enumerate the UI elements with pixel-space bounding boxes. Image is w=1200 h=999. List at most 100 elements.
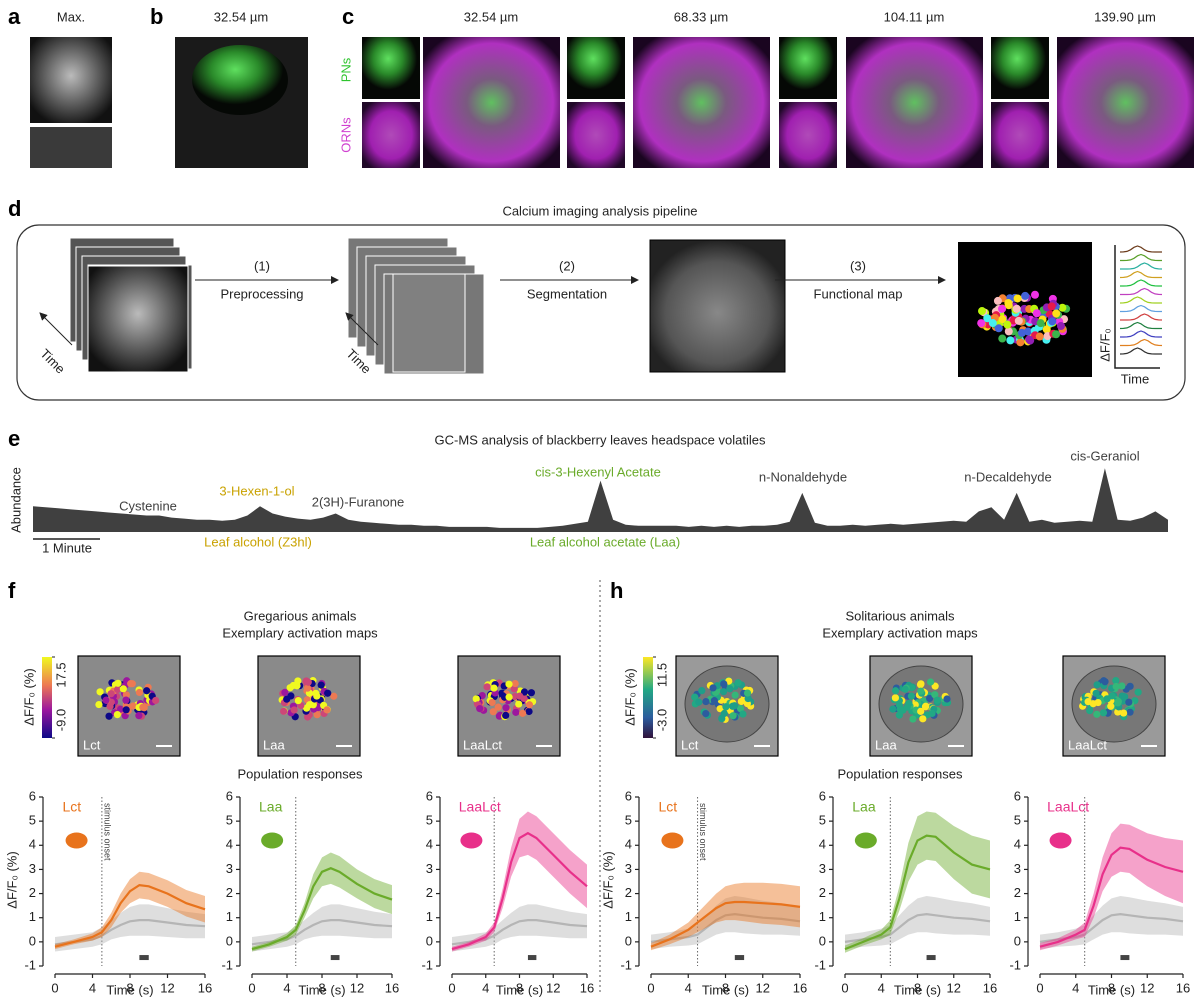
panel-label: c [342, 4, 354, 29]
cell [729, 712, 737, 720]
y-tick-label: 5 [819, 813, 826, 828]
cell [1024, 327, 1033, 336]
channel-label: ORNs [338, 117, 353, 153]
cell [1036, 319, 1045, 328]
cell [891, 694, 899, 702]
x-tick-label: 12 [350, 980, 364, 995]
map-label: Lct [83, 737, 101, 752]
cell [152, 696, 160, 705]
pipeline-box [16, 224, 1186, 401]
cell [1134, 688, 1142, 696]
cell [710, 697, 718, 705]
cell [1093, 681, 1101, 689]
cell [739, 710, 747, 718]
x-tick-label: 12 [160, 980, 174, 995]
y-tick-label: 0 [1014, 933, 1021, 948]
peak-label: 3-Hexen-1-ol [219, 483, 294, 498]
trace [1119, 321, 1163, 330]
x-tick-label: 8 [126, 980, 133, 995]
depth-label: 32.54 µm [214, 9, 268, 24]
mean-line [451, 831, 588, 951]
cell [1107, 702, 1115, 710]
mean-line [251, 919, 393, 946]
cell [702, 709, 710, 718]
y-axis-label: ΔF/F₀ (%) [600, 851, 615, 908]
cell [917, 707, 925, 715]
x-tick-label: 0 [448, 980, 455, 995]
segmentation-image [649, 239, 786, 373]
cell [722, 703, 730, 711]
cell [1035, 332, 1044, 341]
error-band [252, 852, 392, 952]
cell [734, 679, 742, 687]
mean-line [251, 867, 393, 951]
step-number: (1) [254, 258, 270, 273]
depth-label: 68.33 µm [674, 9, 728, 24]
cell [502, 711, 510, 719]
legend-label: Lct [658, 799, 677, 815]
panel-title: Exemplary activation maps [822, 625, 978, 640]
y-tick-label: 0 [226, 933, 233, 948]
cell [1014, 316, 1023, 325]
legend-label: Laa [259, 799, 283, 815]
cell [922, 702, 930, 710]
x-tick-label: 8 [914, 980, 921, 995]
scale-label: 1 Minute [42, 540, 92, 555]
x-tick-label: 4 [1072, 980, 1079, 995]
cell [895, 711, 903, 719]
panel-title: Gregarious animals [244, 608, 357, 623]
image-detail [192, 45, 288, 115]
panel-title: Solitarious animals [845, 608, 955, 623]
y-tick-label: 4 [29, 837, 36, 852]
error-band [1040, 823, 1183, 951]
cell [113, 685, 122, 694]
cell [933, 696, 942, 704]
cell [1052, 330, 1061, 339]
colorbar [42, 657, 52, 738]
colorbar-tick-label: -3.0 [654, 709, 669, 731]
trace [1119, 313, 1163, 321]
map-label: LaaLct [1068, 737, 1107, 752]
map-label: Laa [875, 737, 897, 752]
cell [303, 684, 312, 692]
cell [512, 708, 520, 716]
depth-label: 139.90 µm [1094, 9, 1156, 24]
cell [488, 698, 496, 707]
y-tick-label: 6 [625, 788, 632, 803]
trace [1119, 338, 1163, 347]
legend-icon [661, 832, 684, 849]
x-tick-label: 8 [318, 980, 325, 995]
channel-label: PNs [338, 57, 353, 82]
image [633, 37, 770, 168]
mean-line [1039, 846, 1184, 948]
colorbar [643, 657, 653, 738]
cell [106, 702, 114, 710]
peak-label: n-Nonaldehyde [759, 469, 847, 484]
cell [1016, 338, 1025, 347]
cell [1017, 328, 1026, 337]
cell [891, 687, 900, 695]
cell [901, 685, 909, 693]
cell [998, 334, 1007, 343]
cell [502, 704, 510, 712]
pipeline-title: Calcium imaging analysis pipeline [502, 203, 697, 218]
cell [1125, 698, 1133, 706]
panel-title: Exemplary activation maps [222, 625, 378, 640]
y-tick-label: 2 [426, 885, 433, 900]
x-tick-label: 0 [841, 980, 848, 995]
cell [304, 678, 312, 686]
image [362, 102, 420, 168]
colorbar-label: ΔF/F₀ (%) [21, 668, 36, 725]
trace [1119, 253, 1163, 262]
peak-label: Leaf alcohol acetate (Laa) [530, 534, 680, 549]
cell [983, 314, 992, 323]
y-tick-label: 5 [226, 813, 233, 828]
panel-label: b [150, 4, 163, 29]
stimulus-bar [734, 955, 745, 961]
x-tick-label: 0 [51, 980, 58, 995]
cell [1086, 706, 1094, 715]
step-name: Functional map [814, 286, 903, 301]
cell [1092, 689, 1100, 697]
